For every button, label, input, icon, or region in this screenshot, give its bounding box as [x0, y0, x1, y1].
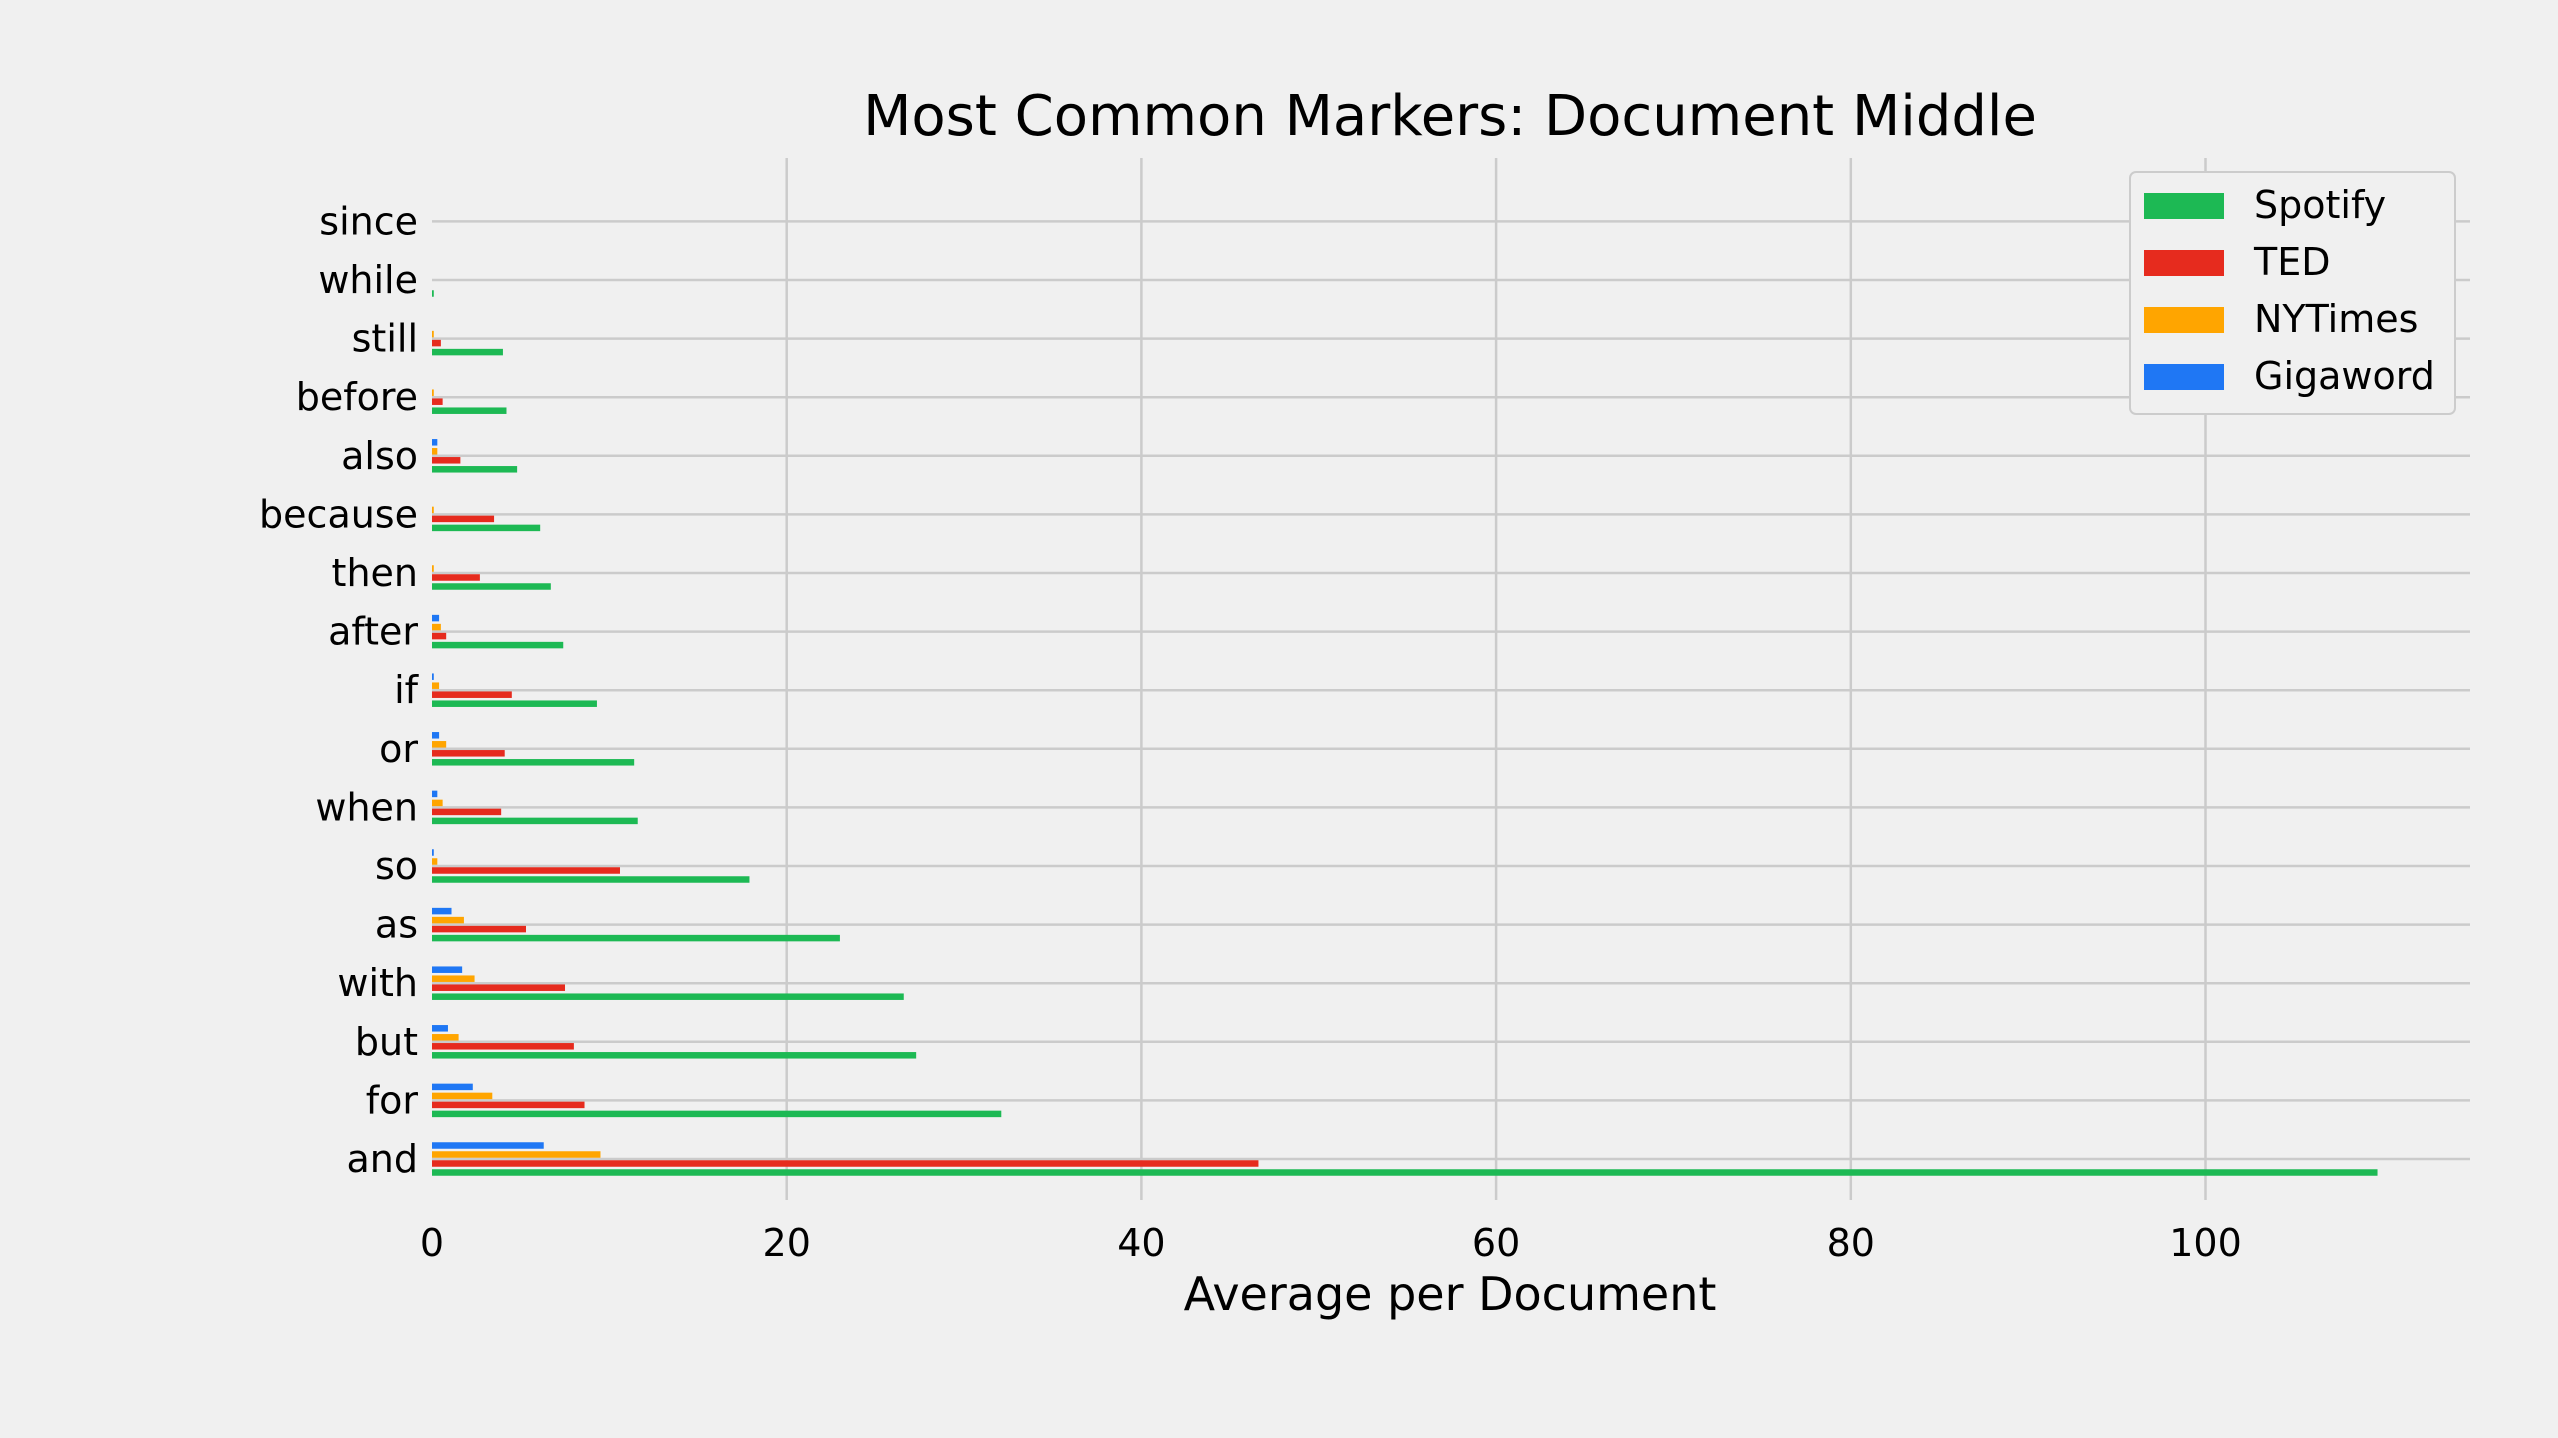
- bar-nytimes-and: [432, 1151, 601, 1158]
- bar-nytimes-but: [432, 1034, 459, 1041]
- bar-spotify-while: [432, 290, 434, 297]
- legend-swatch-ted: [2144, 250, 2224, 276]
- bar-spotify-because: [432, 524, 541, 532]
- bar-ted-or: [432, 750, 505, 757]
- bar-gigaword-or: [432, 732, 440, 739]
- bar-nytimes-for: [432, 1092, 493, 1100]
- x-tick-label: 20: [763, 1221, 811, 1265]
- y-tick-label-then: then: [332, 551, 418, 595]
- y-tick-label-still: still: [352, 317, 418, 361]
- y-tick-label-if: if: [394, 668, 420, 712]
- bar-ted-after: [432, 632, 447, 640]
- y-tick-labels: and for but with as so when or if after then becaus…: [259, 199, 420, 1181]
- y-tick-label-when: when: [315, 785, 418, 829]
- legend-label-gigaword: Gigaword: [2254, 354, 2435, 398]
- bar-ted-as: [432, 925, 526, 933]
- x-tick-labels: 0 20 40 60 80 100: [420, 1221, 2242, 1265]
- x-tick-label: 80: [1827, 1221, 1875, 1265]
- legend-label-spotify: Spotify: [2254, 183, 2386, 227]
- y-tick-label-with: with: [337, 961, 418, 1005]
- legend-label-nytimes: NYTimes: [2254, 297, 2418, 341]
- bar-nytimes-after: [432, 623, 441, 631]
- x-tick-label: 40: [1117, 1221, 1165, 1265]
- bar-ted-so: [432, 867, 620, 874]
- bar-ted-because: [432, 515, 495, 523]
- bar-nytimes-then: [432, 565, 434, 572]
- bar-gigaword-with: [432, 966, 463, 973]
- y-tick-label-since: since: [319, 199, 418, 243]
- y-tick-label-but: but: [355, 1020, 418, 1064]
- bar-spotify-if: [432, 700, 597, 707]
- y-tick-label-for: for: [366, 1078, 419, 1122]
- bar-spotify-or: [432, 759, 635, 766]
- legend-label-ted: TED: [2253, 240, 2330, 284]
- bar-ted-and: [432, 1160, 1259, 1167]
- bar-nytimes-with: [432, 975, 475, 982]
- bar-ted-before: [432, 398, 443, 405]
- y-tick-label-while: while: [318, 258, 418, 302]
- bar-ted-also: [432, 457, 461, 464]
- x-tick-label: 0: [420, 1221, 444, 1265]
- bar-nytimes-because: [432, 506, 434, 514]
- bar-spotify-so: [432, 876, 750, 883]
- y-tick-label-before: before: [296, 375, 418, 419]
- legend-box: [2129, 171, 2456, 415]
- bar-spotify-as: [432, 934, 840, 942]
- legend-swatch-nytimes: [2144, 307, 2224, 333]
- bar-spotify-also: [432, 466, 518, 473]
- bar-spotify-after: [432, 641, 564, 649]
- y-tick-label-so: so: [375, 844, 418, 888]
- bar-nytimes-or: [432, 741, 447, 748]
- bar-ted-when: [432, 808, 502, 816]
- bar-ted-for: [432, 1101, 585, 1109]
- legend: Spotify TED NYTimes Gigaword: [2129, 171, 2456, 415]
- bar-nytimes-so: [432, 858, 438, 865]
- x-tick-label: 60: [1472, 1221, 1520, 1265]
- bar-spotify-and: [432, 1169, 2378, 1176]
- bar-nytimes-when: [432, 799, 443, 807]
- bar-spotify-before: [432, 407, 507, 414]
- bar-gigaword-so: [432, 849, 434, 856]
- bar-gigaword-for: [432, 1083, 473, 1091]
- bar-ted-then: [432, 574, 480, 581]
- bar-nytimes-still: [432, 330, 434, 338]
- bar-spotify-with: [432, 993, 904, 1000]
- y-tick-label-and: and: [347, 1137, 419, 1181]
- legend-swatch-gigaword: [2144, 364, 2224, 390]
- bars: [432, 290, 2378, 1176]
- bar-nytimes-as: [432, 916, 464, 924]
- bar-gigaword-but: [432, 1025, 448, 1032]
- bar-gigaword-if: [432, 673, 434, 680]
- bar-nytimes-also: [432, 448, 438, 455]
- bar-gigaword-and: [432, 1142, 544, 1149]
- y-tick-label-also: also: [341, 434, 418, 478]
- bar-ted-still: [432, 339, 441, 347]
- y-tick-label-after: after: [328, 610, 418, 654]
- bar-spotify-when: [432, 817, 638, 825]
- bar-ted-with: [432, 984, 566, 991]
- bar-spotify-for: [432, 1110, 1002, 1118]
- bar-ted-but: [432, 1043, 574, 1050]
- bar-gigaword-when: [432, 790, 438, 798]
- bar-gigaword-after: [432, 614, 440, 622]
- y-tick-label-or: or: [379, 727, 418, 771]
- bar-gigaword-also: [432, 439, 438, 446]
- x-axis-title: Average per Document: [1184, 1267, 1717, 1321]
- bar-gigaword-as: [432, 907, 452, 915]
- bar-spotify-then: [432, 583, 551, 590]
- bar-nytimes-if: [432, 682, 440, 689]
- legend-swatch-spotify: [2144, 193, 2224, 219]
- x-tick-label: 100: [2169, 1221, 2242, 1265]
- bar-spotify-still: [432, 348, 503, 356]
- y-tick-label-because: because: [259, 492, 418, 536]
- chart-title: Most Common Markers: Document Middle: [863, 84, 2037, 149]
- bar-spotify-but: [432, 1052, 917, 1059]
- bar-ted-if: [432, 691, 512, 698]
- bar-nytimes-before: [432, 389, 434, 396]
- y-tick-label-as: as: [375, 903, 418, 947]
